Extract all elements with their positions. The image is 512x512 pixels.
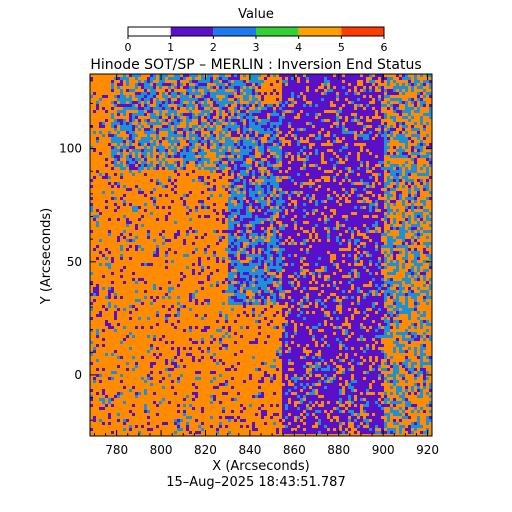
colorbar-tick-label: 5 bbox=[338, 41, 345, 54]
x-tick-label: 780 bbox=[105, 443, 128, 457]
colorbar bbox=[128, 27, 384, 36]
colorbar-band-3 bbox=[256, 27, 299, 36]
y-tick-label: 0 bbox=[74, 368, 82, 382]
y-tick-label: 50 bbox=[67, 255, 82, 269]
x-tick-label: 900 bbox=[372, 443, 395, 457]
colorbar-band-5 bbox=[341, 27, 384, 36]
footer-timestamp: 15–Aug–2025 18:43:51.787 bbox=[166, 475, 345, 490]
colorbar-band-2 bbox=[213, 27, 256, 36]
x-tick-label: 820 bbox=[194, 443, 217, 457]
x-axis-label: X (Arcseconds) bbox=[212, 459, 309, 474]
chart-title: Hinode SOT/SP – MERLIN : Inversion End S… bbox=[90, 57, 421, 73]
colorbar-tick-label: 6 bbox=[381, 41, 388, 54]
colorbar-title: Value bbox=[238, 7, 274, 22]
colorbar-tick-label: 4 bbox=[295, 41, 302, 54]
colorbar-tick-label: 3 bbox=[253, 41, 260, 54]
x-axis: 780 800 820 840 860 880 900 920 bbox=[93, 74, 439, 457]
x-tick-label: 840 bbox=[238, 443, 261, 457]
x-tick-label: 800 bbox=[150, 443, 173, 457]
x-tick-label: 860 bbox=[283, 443, 306, 457]
y-axis-label: Y (Arcseconds) bbox=[39, 208, 54, 305]
y-axis: 0 50 100 bbox=[59, 80, 432, 421]
x-tick-label: 920 bbox=[416, 443, 439, 457]
colorbar-band-4 bbox=[298, 27, 342, 36]
colorbar-band-0 bbox=[128, 27, 171, 36]
colorbar-ticks: 0 1 2 3 4 5 6 bbox=[125, 36, 388, 54]
plot-area bbox=[90, 74, 432, 436]
heatmap-cells-value-2 bbox=[90, 74, 432, 434]
colorbar-band-1 bbox=[170, 27, 214, 36]
colorbar-tick-label: 0 bbox=[125, 41, 132, 54]
colorbar-tick-label: 2 bbox=[210, 41, 217, 54]
x-tick-label: 880 bbox=[327, 443, 350, 457]
colorbar-tick-label: 1 bbox=[167, 41, 174, 54]
y-tick-label: 100 bbox=[59, 142, 82, 156]
